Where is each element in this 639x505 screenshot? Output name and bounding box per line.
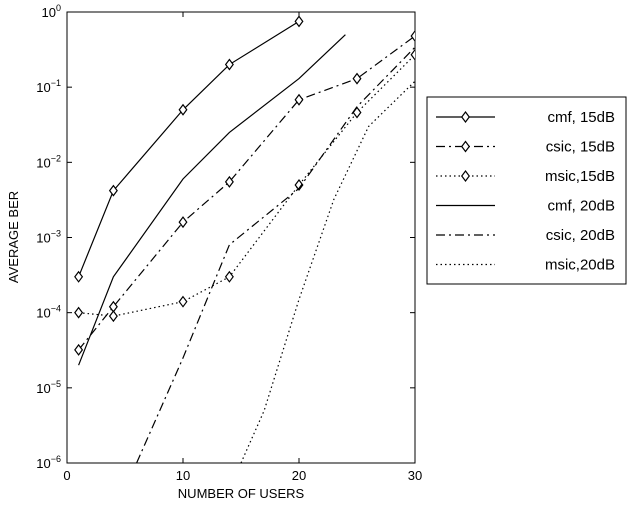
legend-items: cmf, 15dB csic, 15dB msic,15dB cmf, 20dB csi… (436, 109, 615, 274)
data-point-marker (74, 270, 84, 283)
y-tick-label: 100 (42, 3, 61, 20)
legend-label: msic,15dB (545, 168, 615, 185)
data-point-marker (74, 343, 84, 356)
data-point-marker (108, 310, 118, 323)
data-point-marker (410, 48, 415, 61)
data-point-marker (224, 270, 234, 283)
series-3 (78, 34, 346, 366)
data-point-marker (178, 295, 188, 308)
legend-label: cmf, 20dB (547, 198, 615, 215)
y-tick-label: 10−5 (36, 379, 61, 396)
data-point-marker (294, 15, 304, 28)
data-point-marker (178, 103, 188, 116)
legend-marker (461, 170, 470, 182)
x-tick-label: 20 (292, 468, 306, 483)
data-point-marker (224, 175, 234, 188)
legend-box (426, 96, 627, 285)
legend-item: cmf, 15dB (436, 109, 615, 126)
legend-marker (461, 140, 470, 153)
plot-frame (66, 11, 416, 464)
x-axis-label: NUMBER OF USERS (178, 486, 305, 501)
series-line (78, 54, 415, 317)
axis-ticks: 0 10 20 30 10−6 10−5 10−4 10−3 10−2 10−1 100 (36, 3, 422, 483)
x-tick-label: 30 (408, 468, 422, 483)
data-point-marker (74, 306, 84, 319)
series-1 (74, 29, 415, 356)
x-tick-label: 0 (63, 468, 70, 483)
legend-item: csic, 15dB (436, 139, 615, 156)
data-point-marker (294, 93, 304, 106)
y-tick-label: 10−6 (36, 454, 61, 471)
series-4 (136, 46, 415, 463)
y-tick-label: 10−3 (36, 229, 61, 246)
series-line (240, 80, 415, 463)
data-point-marker (410, 29, 415, 42)
legend-item: msic,15dB (436, 168, 615, 185)
legend-item: msic,20dB (436, 257, 615, 274)
y-axis-label: AVERAGE BER (6, 191, 21, 283)
legend-label: csic, 15dB (546, 139, 615, 156)
data-point-marker (294, 178, 304, 191)
series-5 (240, 80, 415, 463)
x-tick-label: 10 (176, 468, 190, 483)
legend-item: csic, 20dB (436, 227, 615, 244)
data-point-marker (178, 216, 188, 229)
y-tick-label: 10−2 (36, 153, 61, 170)
legend-label: csic, 20dB (546, 227, 615, 244)
series-0 (74, 15, 304, 283)
y-tick-label: 10−1 (36, 78, 61, 95)
y-tick-label: 10−4 (36, 304, 61, 321)
series-2 (74, 48, 415, 323)
legend-label: msic,20dB (545, 257, 615, 274)
series-line (78, 20, 300, 278)
legend-marker (461, 111, 470, 123)
data-point-marker (224, 58, 234, 71)
data-point-marker (108, 184, 118, 197)
series-line (78, 35, 415, 351)
series-line (78, 34, 346, 366)
legend-label: cmf, 15dB (547, 109, 615, 126)
legend: cmf, 15dB csic, 15dB msic,15dB cmf, 20dB csi… (426, 96, 627, 285)
series-layer (74, 15, 415, 463)
data-point-marker (352, 106, 362, 119)
legend-item: cmf, 20dB (436, 198, 615, 215)
data-point-marker (352, 72, 362, 85)
series-line (136, 46, 415, 463)
